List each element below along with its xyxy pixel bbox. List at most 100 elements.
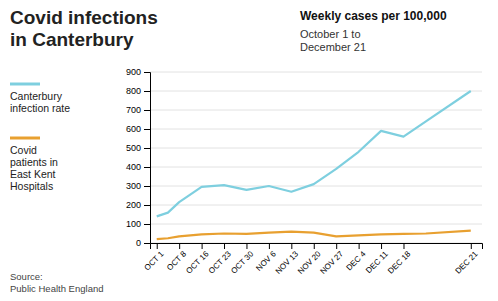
x-tick-mark (202, 243, 203, 249)
y-tick-mark (144, 186, 150, 187)
y-tick-mark (144, 129, 150, 130)
y-tick-mark (144, 224, 150, 225)
y-tick-label: 500 (126, 143, 141, 153)
y-tick: 800 (126, 86, 150, 96)
y-tick-mark (144, 72, 150, 73)
legend-label: Covidpatients inEast KentHospitals (10, 144, 58, 192)
y-tick: 900 (126, 67, 150, 77)
y-tick-mark (144, 91, 150, 92)
x-tick-mark (224, 243, 225, 249)
x-tick-label: DEC 11 (364, 249, 390, 275)
y-tick-mark (144, 243, 150, 244)
y-tick-mark (144, 205, 150, 206)
y-tick-label: 700 (126, 105, 141, 115)
x-tick-mark (314, 243, 315, 249)
title-line: Covid infections (10, 7, 158, 28)
chart-container: 0 100 200 300 400 500 600 700 800 900 OCT 1OCT 8OC… (0, 0, 498, 301)
y-tick: 300 (126, 181, 150, 191)
y-tick: 500 (126, 143, 150, 153)
legend-label-line: Hospitals (10, 180, 53, 192)
y-tick-mark (144, 167, 150, 168)
x-tick-mark (246, 243, 247, 249)
legend-item: Covidpatients inEast KentHospitals (10, 138, 58, 192)
y-tick: 600 (126, 124, 150, 134)
x-tick: OCT 1 (143, 243, 166, 272)
x-tick-mark (359, 243, 360, 249)
y-tick-mark (144, 148, 150, 149)
legend-swatch (10, 137, 40, 140)
y-tick: 200 (126, 200, 150, 210)
x-tick-mark (157, 243, 158, 249)
annotation-line: Source: (10, 271, 43, 282)
x-tick-label: NOV 27 (319, 249, 346, 276)
x-tick-label: NOV 20 (296, 249, 323, 276)
x-tick-label: OCT 16 (184, 249, 210, 275)
x-tick: OCT 30 (229, 243, 255, 276)
legend-label: Canterburyinfection rate (10, 90, 70, 114)
x-tick-label: OCT 23 (207, 249, 233, 275)
x-tick: OCT 16 (184, 243, 210, 276)
x-tick-mark (381, 243, 382, 249)
grid-line (150, 72, 482, 73)
grid-line (150, 167, 482, 168)
y-tick-label: 400 (126, 162, 141, 172)
legend-label-line: East Kent (10, 168, 56, 180)
x-tick-mark (403, 243, 404, 249)
y-tick-mark (144, 110, 150, 111)
legend-item: Canterburyinfection rate (10, 84, 70, 114)
x-tick-mark (336, 243, 337, 249)
x-tick-label: NOV 13 (274, 249, 301, 276)
grid-line (150, 110, 482, 111)
legend-label-line: patients in (10, 156, 58, 168)
y-tick-label: 600 (126, 124, 141, 134)
grid-line (150, 205, 482, 206)
plot-area (157, 91, 471, 239)
y-axis: 0 100 200 300 400 500 600 700 800 900 (126, 67, 151, 248)
subtitle-line: Weekly cases per 100,000 (300, 9, 447, 23)
legend-swatch (10, 83, 40, 86)
title-line: in Canterbury (10, 29, 134, 50)
legend-label-line: infection rate (10, 102, 70, 114)
title: Covid infectionsin Canterbury (10, 7, 158, 50)
x-tick-mark (471, 243, 472, 249)
annotation-line: October 1 to (300, 28, 361, 40)
x-axis-line (151, 244, 483, 250)
y-tick-label: 900 (126, 67, 141, 77)
series-line (157, 231, 471, 240)
grid-line (150, 148, 482, 149)
legend-label-line: Covid (10, 144, 37, 156)
y-tick: 100 (126, 219, 150, 229)
y-tick: 400 (126, 162, 150, 172)
x-tick: OCT 23 (207, 243, 233, 276)
legend: Canterburyinfection rate Covidpatients in… (10, 84, 70, 192)
annotation: October 1 toDecember 21 (300, 28, 366, 53)
y-tick: 700 (126, 105, 150, 115)
y-tick-label: 100 (126, 219, 141, 229)
x-tick-label: DEC 21 (453, 249, 480, 276)
grid-line (150, 129, 482, 130)
grid-line (150, 224, 482, 225)
annotation-line: Public Health England (10, 283, 103, 294)
grid (150, 72, 482, 243)
legend-label-line: Canterbury (10, 90, 63, 102)
y-tick-label: 800 (126, 86, 141, 96)
x-axis: OCT 1OCT 8OCT 16OCT 23OCT 30NOV 6NOV 13N… (143, 243, 483, 276)
x-tick-mark (291, 243, 292, 249)
x-tick: NOV 27 (319, 243, 346, 276)
x-tick: DEC 21 (453, 243, 480, 276)
x-tick-mark (179, 243, 180, 249)
y-tick-label: 0 (136, 238, 141, 248)
x-tick-label: OCT 30 (229, 249, 255, 275)
y-tick-label: 200 (126, 200, 141, 210)
x-tick-label: DEC 18 (386, 249, 413, 276)
x-tick: DEC 18 (386, 243, 413, 276)
y-axis-line (144, 73, 151, 244)
x-tick-mark (269, 243, 270, 249)
annotation: Source:Public Health England (10, 271, 103, 294)
chart-svg: 0 100 200 300 400 500 600 700 800 900 OCT 1OCT 8OC… (0, 0, 498, 301)
annotation-line: December 21 (300, 41, 366, 53)
y-tick: 0 (136, 238, 150, 248)
series-line (157, 91, 471, 216)
x-tick-label: OCT 1 (143, 249, 166, 272)
grid-line (150, 186, 482, 187)
